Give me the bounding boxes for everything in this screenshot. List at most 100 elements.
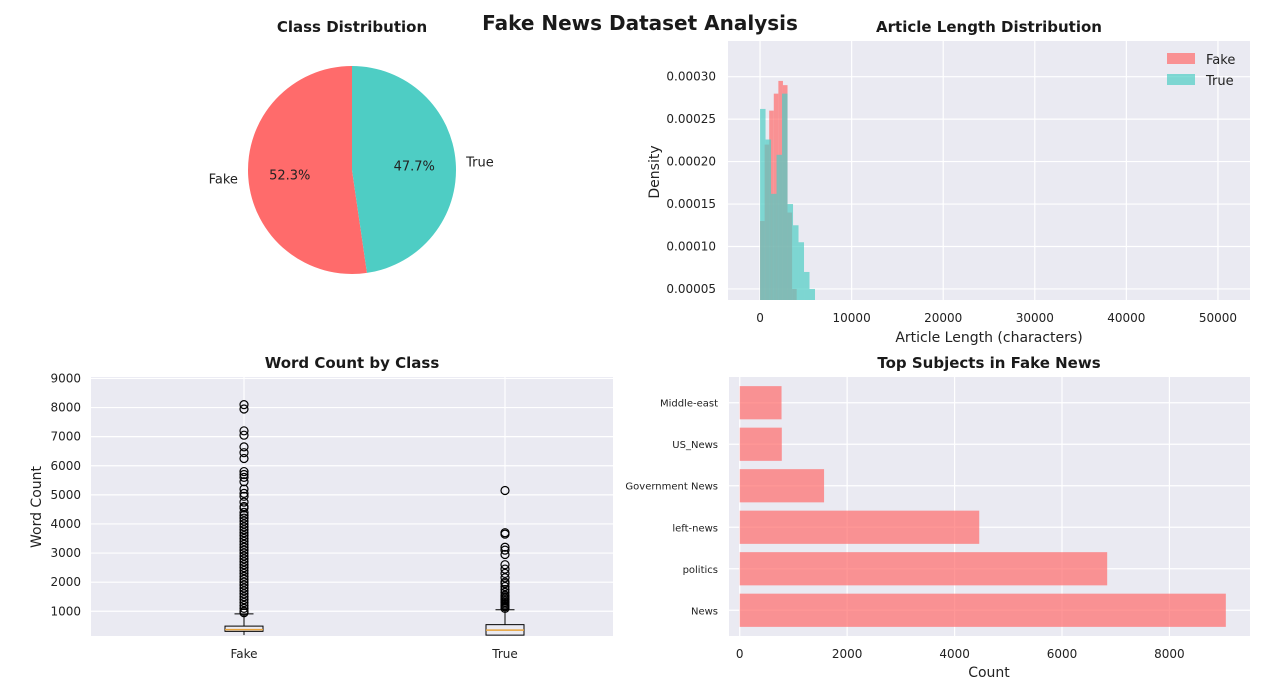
boxplot-outlier-fake	[239, 448, 249, 458]
histogram-y-tick-label: 0.00030	[666, 70, 716, 84]
boxplot-plot-area	[91, 377, 613, 636]
boxplot-outlier-true	[500, 485, 510, 496]
histogram-bar-true	[782, 93, 788, 301]
boxplot-outlier-fake	[239, 536, 249, 547]
barh-bar	[739, 552, 1108, 586]
boxplot-outlier-fake	[239, 497, 249, 507]
histogram-x-tick-label: 40000	[1107, 311, 1145, 325]
barh-x-tick-label: 0	[736, 647, 744, 661]
histogram-bar-true	[760, 108, 766, 301]
boxplot-outlier-true	[500, 573, 510, 583]
boxplot-y-tick-label: 7000	[50, 430, 81, 444]
boxplot-outlier-fake	[239, 586, 249, 596]
boxplot-outlier-fake	[239, 583, 249, 593]
pie-label-true: True	[465, 156, 494, 171]
boxplot-outlier-true	[500, 568, 510, 579]
boxplot-box-fake	[224, 625, 264, 632]
histogram-bar-true	[793, 225, 799, 300]
legend-label-fake: Fake	[1206, 53, 1235, 68]
boxplot-outlier-true	[500, 564, 510, 574]
boxplot-outlier-fake	[239, 503, 249, 513]
boxplot-ylabel: Word Count	[29, 465, 45, 548]
legend-label-true: True	[1205, 74, 1234, 89]
boxplot-outlier-fake	[239, 571, 249, 581]
boxplot-outlier-fake	[239, 577, 249, 587]
pie-pct-fake: 52.3%	[269, 169, 310, 184]
barh-x-tick-label: 8000	[1154, 647, 1185, 661]
boxplot-y-tick-label: 6000	[50, 459, 81, 473]
boxplot-outlier-fake	[239, 595, 249, 605]
pie-label-fake: Fake	[209, 172, 238, 187]
histogram-y-tick-label: 0.00025	[666, 112, 716, 126]
boxplot-y-tick-label: 3000	[50, 546, 81, 560]
boxplot-outlier-true	[500, 584, 510, 595]
barh-y-tick-label: Middle-east	[660, 399, 718, 410]
barh-plot-area	[729, 377, 1250, 636]
boxplot-y-tick-label: 1000	[50, 604, 81, 618]
boxplot-outlier-fake	[239, 491, 249, 501]
histogram-y-tick-label: 0.00010	[666, 240, 716, 254]
top-subjects-bar-chart: Top Subjects in Fake News Count 0 2000 400…	[625, 354, 1250, 681]
boxplot-outlier-fake	[239, 557, 249, 567]
barh-xlabel: Count	[968, 665, 1010, 681]
legend-swatch-true	[1167, 74, 1195, 85]
boxplot-outlier-fake	[239, 597, 249, 608]
histogram-bar-true	[765, 139, 772, 300]
boxplot-outlier-fake	[239, 539, 249, 549]
pie-pct-true: 47.7%	[394, 159, 435, 174]
boxplot-y-tick-label: 9000	[50, 371, 81, 385]
boxplot-outlier-true	[500, 545, 510, 555]
barh-y-tick-label: US_News	[672, 440, 718, 451]
boxplot-outlier-true	[500, 529, 510, 539]
histogram-bar-true	[787, 204, 794, 300]
boxplot-x-tick-label: Fake	[230, 647, 257, 661]
barh-x-tick-label: 6000	[1047, 647, 1078, 661]
boxplot-y-tick-label: 8000	[50, 401, 81, 415]
pie-slice-true	[352, 66, 457, 273]
barh-bar	[739, 386, 782, 420]
boxplot-outlier-true	[500, 560, 510, 570]
boxplot-outlier-fake	[239, 565, 249, 576]
boxplot-outlier-true	[500, 603, 510, 613]
boxplot-outlier-fake	[239, 560, 249, 570]
histogram-x-tick-label: 50000	[1199, 311, 1237, 325]
boxplot-outlier-true	[500, 581, 510, 592]
boxplot-outlier-fake	[239, 603, 249, 613]
boxplot-outlier-fake	[239, 580, 249, 590]
histogram-x-tick-label: 20000	[924, 311, 962, 325]
boxplot-outlier-fake	[239, 507, 249, 517]
histogram-y-tick-label: 0.00005	[666, 282, 716, 296]
boxplot-outlier-fake	[239, 592, 249, 602]
histogram-bar-true	[809, 288, 815, 300]
boxplot-outlier-fake	[239, 400, 249, 410]
boxplot-outlier-fake	[239, 477, 249, 487]
boxplot-outlier-fake	[239, 488, 249, 499]
barh-bar	[739, 510, 980, 544]
boxplot-outlier-fake	[239, 516, 249, 526]
histogram-bar-true	[771, 193, 777, 300]
boxplot-outlier-true	[500, 549, 510, 560]
boxplot-outlier-fake	[239, 525, 249, 535]
boxplot-outlier-fake	[239, 589, 249, 599]
legend-swatch-fake	[1167, 53, 1195, 64]
boxplot-outlier-fake	[239, 542, 249, 552]
histogram-y-tick-label: 0.00020	[666, 155, 716, 169]
pie-title: Class Distribution	[277, 18, 427, 36]
boxplot-outlier-fake	[239, 472, 249, 482]
boxplot-outlier-fake	[239, 404, 249, 414]
barh-y-tick-label: politics	[683, 565, 718, 576]
boxplot-outlier-fake	[239, 531, 249, 541]
histogram-x-tick-label: 10000	[833, 311, 871, 325]
boxplot-x-tick-label: True	[491, 647, 518, 661]
boxplot-outlier-fake	[239, 453, 249, 464]
figure-suptitle: Fake News Dataset Analysis	[482, 11, 798, 35]
barh-x-tick-label: 2000	[832, 647, 863, 661]
boxplot-outlier-fake	[239, 513, 249, 523]
boxplot-outlier-fake	[239, 466, 249, 477]
boxplot-outlier-fake	[239, 510, 249, 520]
boxplot-y-tick-label: 5000	[50, 488, 81, 502]
barh-bar	[739, 427, 782, 461]
boxplot-y-tick-label: 2000	[50, 575, 81, 589]
boxplot-outlier-fake	[239, 522, 249, 532]
